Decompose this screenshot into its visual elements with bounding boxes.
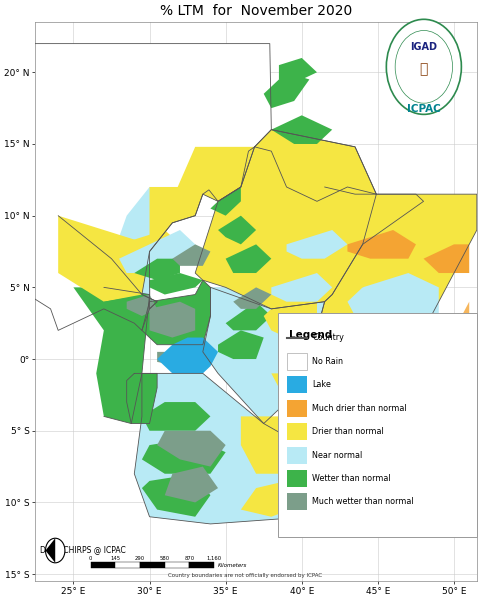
Bar — [287, 423, 306, 440]
Polygon shape — [73, 287, 149, 424]
Polygon shape — [254, 130, 375, 202]
Text: 580: 580 — [159, 556, 169, 561]
Text: Legend: Legend — [288, 329, 332, 340]
Text: Country boundaries are not officially endorsed by ICPAC: Country boundaries are not officially en… — [168, 574, 321, 578]
Text: Country: Country — [312, 334, 343, 343]
Bar — [287, 446, 306, 464]
Polygon shape — [324, 331, 377, 380]
Text: 145: 145 — [110, 556, 120, 561]
Polygon shape — [271, 115, 332, 144]
Polygon shape — [104, 295, 149, 323]
Polygon shape — [58, 147, 254, 309]
Text: 870: 870 — [184, 556, 194, 561]
Polygon shape — [316, 187, 476, 380]
Polygon shape — [324, 187, 362, 209]
Polygon shape — [423, 244, 468, 273]
Polygon shape — [263, 72, 309, 108]
Text: Drier than normal: Drier than normal — [312, 427, 383, 436]
Bar — [287, 376, 306, 393]
Polygon shape — [46, 538, 55, 563]
Polygon shape — [149, 130, 423, 309]
Polygon shape — [263, 302, 316, 345]
Polygon shape — [134, 373, 309, 524]
Bar — [90, 562, 115, 568]
Text: 1,160: 1,160 — [206, 556, 221, 561]
Bar — [189, 562, 214, 568]
Bar — [287, 493, 306, 511]
Polygon shape — [362, 287, 408, 316]
Polygon shape — [134, 259, 180, 280]
Polygon shape — [377, 302, 468, 380]
Polygon shape — [217, 215, 255, 244]
Polygon shape — [142, 438, 225, 474]
Text: 🌍: 🌍 — [419, 62, 427, 77]
FancyBboxPatch shape — [277, 313, 476, 536]
Polygon shape — [278, 58, 316, 79]
Polygon shape — [149, 302, 195, 338]
Polygon shape — [142, 280, 210, 345]
Title: % LTM  for  November 2020: % LTM for November 2020 — [160, 4, 351, 18]
Polygon shape — [142, 402, 210, 431]
Text: ICPAC: ICPAC — [406, 104, 440, 114]
Polygon shape — [104, 373, 149, 416]
Text: Kilometers: Kilometers — [217, 563, 247, 568]
Bar — [287, 353, 306, 370]
Bar — [140, 562, 164, 568]
Polygon shape — [157, 338, 217, 373]
Polygon shape — [286, 230, 347, 259]
Polygon shape — [157, 431, 225, 467]
Polygon shape — [119, 230, 195, 273]
Circle shape — [385, 19, 460, 115]
Bar — [287, 470, 306, 487]
Text: Data: CHIRPS @ ICPAC: Data: CHIRPS @ ICPAC — [40, 545, 125, 554]
Polygon shape — [28, 44, 271, 331]
Polygon shape — [149, 273, 203, 295]
Polygon shape — [225, 302, 271, 331]
Polygon shape — [142, 474, 210, 517]
Polygon shape — [157, 352, 195, 366]
Polygon shape — [347, 230, 415, 259]
Bar — [287, 400, 306, 416]
Polygon shape — [240, 416, 301, 474]
Text: Lake: Lake — [312, 380, 330, 389]
Bar — [164, 562, 189, 568]
Polygon shape — [126, 295, 157, 316]
Circle shape — [46, 538, 65, 563]
Polygon shape — [203, 287, 324, 424]
Text: No Rain: No Rain — [312, 357, 342, 366]
Text: Wetter than normal: Wetter than normal — [312, 474, 390, 483]
Polygon shape — [149, 187, 217, 251]
Text: IGAD: IGAD — [409, 42, 436, 52]
Bar — [115, 562, 140, 568]
Polygon shape — [347, 273, 438, 331]
Polygon shape — [217, 331, 263, 359]
Polygon shape — [225, 244, 271, 273]
Polygon shape — [165, 467, 217, 502]
Polygon shape — [240, 481, 309, 517]
Text: Near normal: Near normal — [312, 451, 361, 460]
Polygon shape — [324, 359, 362, 380]
Polygon shape — [172, 244, 210, 266]
Text: Much wetter than normal: Much wetter than normal — [312, 497, 413, 506]
Polygon shape — [271, 273, 332, 302]
Text: 0: 0 — [89, 556, 92, 561]
Polygon shape — [271, 373, 324, 388]
Polygon shape — [58, 215, 149, 302]
Polygon shape — [210, 187, 240, 215]
Text: Much drier than normal: Much drier than normal — [312, 404, 406, 413]
Polygon shape — [233, 287, 271, 309]
Polygon shape — [119, 230, 180, 259]
Text: 290: 290 — [134, 556, 145, 561]
Polygon shape — [126, 373, 157, 424]
